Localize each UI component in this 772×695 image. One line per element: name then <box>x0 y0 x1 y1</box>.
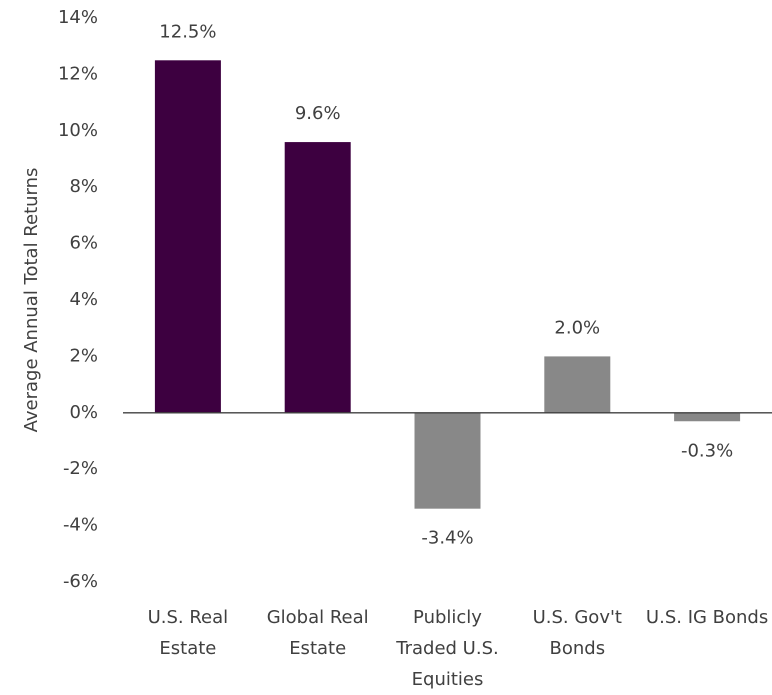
y-tick-label: 10% <box>58 120 98 141</box>
y-tick-label: 6% <box>69 233 98 254</box>
bar <box>674 412 741 422</box>
value-label: 9.6% <box>295 103 341 124</box>
y-tick-label: 12% <box>58 63 98 84</box>
y-tick-label: -2% <box>63 458 98 479</box>
bar <box>544 356 611 413</box>
y-tick-label: 14% <box>58 7 98 28</box>
value-label: 12.5% <box>159 21 216 42</box>
y-tick-label: -6% <box>63 571 98 592</box>
y-tick-label: 0% <box>69 402 98 423</box>
x-tick-label: U.S. Real Estate <box>147 607 229 659</box>
bar <box>284 142 351 413</box>
y-tick-label: -4% <box>63 515 98 536</box>
bar <box>154 60 221 413</box>
x-tick-label: U.S. IG Bonds <box>645 607 769 628</box>
y-tick-label: 8% <box>69 176 98 197</box>
x-tick-label: U.S. Gov't Bonds <box>532 607 622 659</box>
y-tick-label: 2% <box>69 345 98 366</box>
y-tick-label: 4% <box>69 289 98 310</box>
bar <box>414 412 481 509</box>
value-label: -0.3% <box>681 440 733 461</box>
y-axis-label: Average Annual Total Returns <box>21 168 42 433</box>
x-tick-label: Publicly Traded U.S. Equities <box>396 607 499 690</box>
x-tick-label: Global Real Estate <box>266 607 369 659</box>
value-label: 2.0% <box>554 317 600 338</box>
value-label: -3.4% <box>421 528 473 549</box>
